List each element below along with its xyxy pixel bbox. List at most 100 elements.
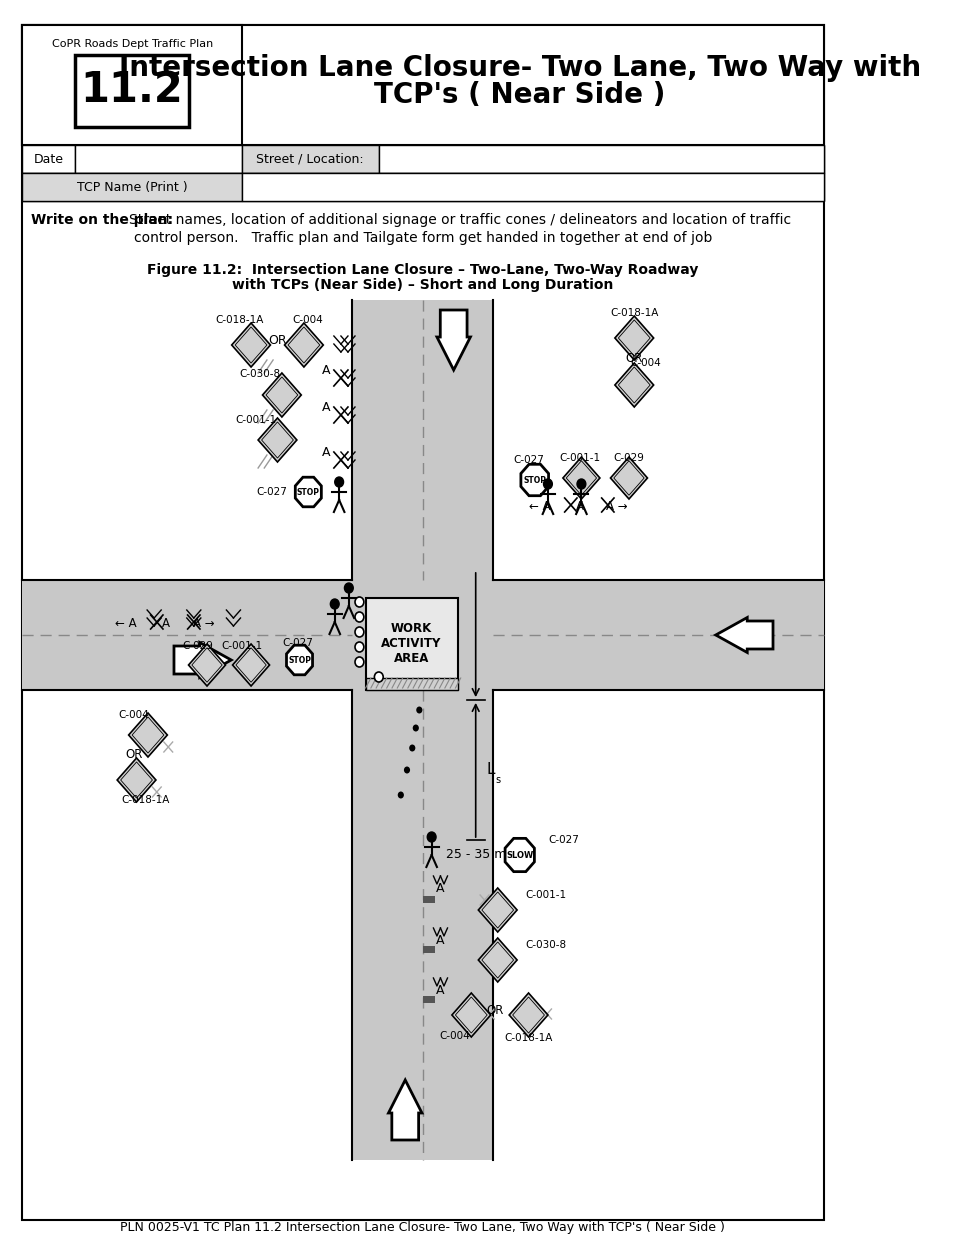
- Text: L: L: [487, 762, 494, 778]
- Circle shape: [543, 479, 552, 488]
- Text: A: A: [436, 933, 444, 946]
- Text: control person.   Traffic plan and Tailgate form get handed in together at end o: control person. Traffic plan and Tailgat…: [133, 231, 712, 245]
- Polygon shape: [563, 457, 600, 498]
- Polygon shape: [389, 1080, 422, 1140]
- Text: C-027: C-027: [256, 487, 287, 497]
- Text: A: A: [322, 400, 330, 414]
- Text: ← A: ← A: [529, 500, 551, 512]
- Polygon shape: [117, 758, 156, 802]
- Polygon shape: [611, 457, 647, 498]
- Text: Street names, location of additional signage or traffic cones / delineators and : Street names, location of additional sig…: [130, 213, 792, 227]
- Text: C-001-1: C-001-1: [559, 452, 600, 462]
- Bar: [352, 300, 493, 1160]
- Circle shape: [427, 832, 436, 842]
- Text: C-004: C-004: [292, 314, 323, 324]
- Text: C-001-1: C-001-1: [525, 890, 566, 900]
- Circle shape: [345, 583, 353, 593]
- Text: Street / Location:: Street / Location:: [256, 153, 364, 165]
- Text: Intersection Lane Closure- Two Lane, Two Way with: Intersection Lane Closure- Two Lane, Two…: [119, 53, 921, 82]
- Text: A: A: [322, 445, 330, 459]
- Text: WORK: WORK: [391, 622, 432, 634]
- Text: C-018-1A: C-018-1A: [215, 314, 264, 324]
- Text: PLN 0025-V1 TC Plan 11.2 Intersection Lane Closure- Two Lane, Two Way with TCP's: PLN 0025-V1 TC Plan 11.2 Intersection La…: [120, 1222, 726, 1234]
- Polygon shape: [521, 465, 548, 496]
- Polygon shape: [129, 713, 167, 757]
- Text: C-030-8: C-030-8: [239, 369, 280, 379]
- Polygon shape: [188, 644, 226, 686]
- Polygon shape: [262, 373, 301, 416]
- Text: C-027: C-027: [548, 835, 579, 845]
- Polygon shape: [174, 643, 231, 677]
- Text: SLOW: SLOW: [506, 850, 534, 859]
- Polygon shape: [231, 323, 271, 367]
- Text: A: A: [436, 881, 444, 895]
- Text: Write on the plan:: Write on the plan:: [31, 213, 173, 227]
- Text: STOP: STOP: [523, 476, 546, 485]
- Text: C-004: C-004: [118, 710, 149, 720]
- Polygon shape: [296, 477, 322, 507]
- Text: Date: Date: [34, 153, 63, 165]
- Circle shape: [355, 626, 364, 636]
- Bar: [422, 946, 435, 953]
- Polygon shape: [232, 644, 270, 686]
- Text: OR: OR: [125, 748, 143, 762]
- Polygon shape: [716, 618, 773, 653]
- Polygon shape: [509, 993, 548, 1037]
- Text: STOP: STOP: [297, 487, 320, 496]
- Circle shape: [397, 792, 404, 798]
- Bar: [22, 145, 824, 173]
- Circle shape: [413, 725, 419, 731]
- Text: OR: OR: [626, 352, 643, 364]
- Text: TCP Name (Print ): TCP Name (Print ): [77, 180, 187, 194]
- Text: C-029: C-029: [182, 641, 214, 651]
- Text: OR: OR: [268, 333, 287, 347]
- Circle shape: [335, 477, 344, 487]
- Circle shape: [330, 599, 339, 609]
- Text: A: A: [161, 617, 170, 629]
- Circle shape: [355, 658, 364, 667]
- Text: C-004: C-004: [439, 1030, 470, 1040]
- Polygon shape: [615, 316, 654, 360]
- Polygon shape: [258, 418, 297, 462]
- Bar: [422, 996, 435, 1003]
- Bar: [242, 173, 824, 201]
- Circle shape: [355, 641, 364, 653]
- Text: A: A: [322, 363, 330, 377]
- Text: ← A: ← A: [115, 617, 136, 629]
- Text: C-027: C-027: [513, 455, 544, 465]
- Text: C-018-1A: C-018-1A: [122, 796, 170, 805]
- Bar: [379, 145, 824, 173]
- Text: C-001-1: C-001-1: [222, 641, 263, 651]
- Bar: [75, 145, 242, 173]
- Text: C-029: C-029: [613, 452, 644, 462]
- Bar: [22, 25, 824, 145]
- Bar: [22, 145, 75, 173]
- Bar: [22, 25, 242, 145]
- Polygon shape: [505, 838, 535, 871]
- Text: Figure 11.2:  Intersection Lane Closure – Two-Lane, Two-Way Roadway: Figure 11.2: Intersection Lane Closure –…: [147, 264, 699, 277]
- Circle shape: [417, 706, 422, 713]
- Circle shape: [355, 597, 364, 607]
- Bar: [366, 677, 458, 690]
- Text: C-004: C-004: [631, 358, 661, 368]
- Text: A →: A →: [193, 617, 214, 629]
- Text: TCP's ( Near Side ): TCP's ( Near Side ): [374, 81, 665, 109]
- Bar: [422, 896, 435, 902]
- Text: STOP: STOP: [288, 655, 311, 665]
- Circle shape: [355, 612, 364, 622]
- Polygon shape: [437, 310, 470, 370]
- Bar: [22, 173, 242, 201]
- Polygon shape: [452, 993, 491, 1037]
- Circle shape: [409, 745, 416, 752]
- Text: OR: OR: [487, 1003, 504, 1017]
- Polygon shape: [284, 323, 324, 367]
- Text: with TCPs (Near Side) – Short and Long Duration: with TCPs (Near Side) – Short and Long D…: [232, 278, 613, 292]
- Bar: [22, 580, 824, 690]
- Polygon shape: [286, 645, 313, 675]
- Polygon shape: [478, 888, 517, 932]
- Text: A →: A →: [606, 500, 628, 512]
- Text: C-001-1: C-001-1: [236, 415, 276, 425]
- Text: AREA: AREA: [394, 651, 429, 665]
- Circle shape: [374, 672, 383, 682]
- Text: s: s: [495, 774, 500, 786]
